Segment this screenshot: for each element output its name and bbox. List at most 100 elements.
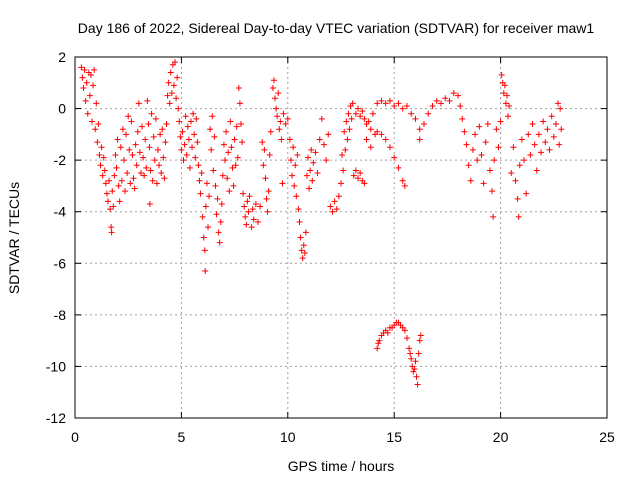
data-point [493,126,500,133]
data-point [137,170,144,177]
data-point [401,327,408,334]
data-point [166,100,173,107]
data-point [455,92,462,99]
data-point [286,136,293,143]
data-point [546,146,553,153]
data-point [178,146,185,153]
data-point [301,249,308,256]
data-point [349,100,356,107]
y-tick-label: -10 [46,358,66,374]
data-point [450,90,457,97]
data-point [355,105,362,112]
data-point [331,198,338,205]
data-point [292,162,299,169]
data-point [183,151,190,158]
data-point [294,151,301,158]
data-point [143,164,150,171]
data-point [459,115,466,122]
data-point [160,154,167,161]
data-point [369,110,376,117]
data-point [310,159,317,166]
data-point [224,175,231,182]
data-point [412,358,419,365]
data-point [108,229,115,236]
data-point [386,144,393,151]
data-point [414,381,421,388]
data-point [232,162,239,169]
x-tick-label: 25 [599,429,615,445]
data-point [226,188,233,195]
data-point [81,66,88,73]
data-point [417,332,424,339]
data-point [309,177,316,184]
data-point [152,115,159,122]
data-point [97,162,104,169]
data-point [199,213,206,220]
data-point [194,139,201,146]
data-point [119,126,126,133]
data-point [156,162,163,169]
data-point [159,126,166,133]
data-point [193,115,200,122]
data-point [308,146,315,153]
data-point [305,154,312,161]
data-point [307,167,314,174]
data-point [236,100,243,107]
data-point [80,84,87,91]
data-point [525,131,532,138]
data-point [498,72,505,79]
data-point [463,141,470,148]
data-point [550,133,557,140]
data-point [516,162,523,169]
data-point [100,154,107,161]
data-point [84,110,91,117]
data-point [228,144,235,151]
x-tick-label: 15 [386,429,402,445]
data-point [213,211,220,218]
data-point [552,121,559,128]
data-point [399,177,406,184]
data-point [196,177,203,184]
data-point [376,337,383,344]
data-point [230,182,237,189]
data-point [508,170,515,177]
data-point [106,177,113,184]
data-point [482,139,489,146]
data-point [408,110,415,117]
data-point [408,355,415,362]
data-point [225,149,232,156]
data-point [117,144,124,151]
data-point [191,131,198,138]
data-point [491,157,498,164]
data-point [110,203,117,210]
data-point [262,175,269,182]
data-point [96,151,103,158]
data-point [472,131,479,138]
data-point [103,190,110,197]
data-point [241,203,248,210]
data-point [557,105,564,112]
data-point [346,126,353,133]
data-point [367,126,374,133]
data-point [401,182,408,189]
data-point [367,144,374,151]
data-point [425,110,432,117]
grid [75,57,607,418]
data-point [222,157,229,164]
data-point [318,115,325,122]
data-point [361,180,368,187]
data-point [374,100,381,107]
data-point [391,154,398,161]
data-point [167,69,174,76]
data-point [265,188,272,195]
data-point [120,157,127,164]
x-tick-label: 0 [71,429,79,445]
data-point [195,162,202,169]
data-point [93,100,100,107]
data-point [164,92,171,99]
data-point [538,149,545,156]
data-point [325,131,332,138]
data-point [495,144,502,151]
data-points [78,59,565,388]
data-point [341,128,348,135]
